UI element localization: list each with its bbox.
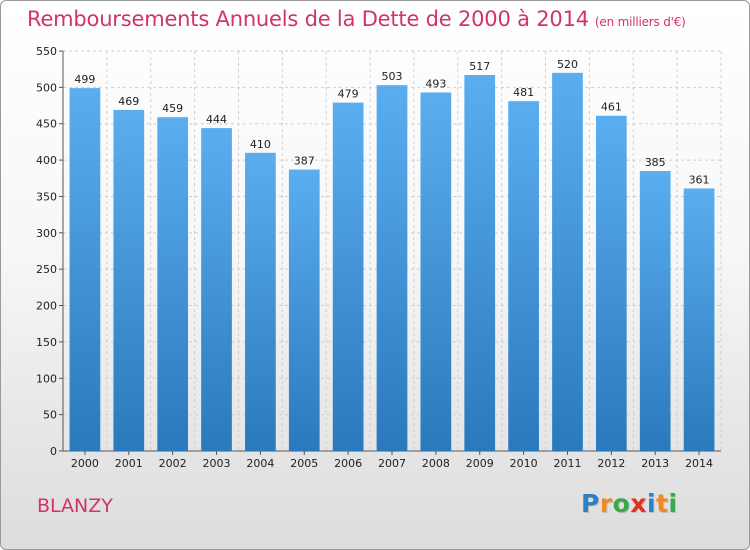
bar — [157, 117, 189, 451]
bar-value-label: 461 — [601, 101, 622, 114]
x-tick-label: 2004 — [246, 457, 274, 470]
city-name: BLANZY — [37, 495, 113, 517]
logo-letter: r — [599, 489, 613, 518]
x-tick-label: 2001 — [115, 457, 143, 470]
logo-letter: x — [630, 489, 647, 518]
y-tick-label: 150 — [36, 336, 57, 349]
bar — [332, 102, 364, 452]
value-labels: 499 469 459 444 410 387 479 503 493 517 481 520 461 3… — [74, 58, 709, 187]
bar-value-label: 444 — [206, 113, 227, 126]
bar — [113, 109, 145, 451]
bar — [245, 152, 276, 451]
x-tick-label: 2012 — [597, 457, 625, 470]
bar — [464, 75, 496, 451]
logo-letter: o — [612, 489, 631, 518]
chart-title: Remboursements Annuels de la Dette de 20… — [27, 7, 686, 31]
bar — [595, 115, 627, 452]
y-tick-label: 400 — [36, 154, 57, 167]
x-tick-label: 2014 — [685, 457, 713, 470]
bar — [420, 92, 452, 452]
bar — [508, 101, 539, 451]
x-tick-label: 2006 — [334, 457, 362, 470]
proxiti-logo: Proxiti — [581, 489, 678, 518]
x-tick-label: 2013 — [641, 457, 669, 470]
bar-value-label: 481 — [513, 86, 534, 99]
y-tick-label: 0 — [50, 445, 57, 458]
bar-value-label: 517 — [469, 60, 490, 73]
x-tick-label: 2007 — [378, 457, 406, 470]
bar — [552, 72, 583, 452]
bar-value-label: 503 — [382, 70, 403, 83]
chart-subtitle: (en milliers d'€) — [594, 15, 686, 29]
bar-value-label: 459 — [162, 102, 183, 115]
x-tick-label: 2003 — [203, 457, 231, 470]
y-tick-label: 200 — [36, 300, 57, 313]
x-tick-label: 2008 — [422, 457, 450, 470]
y-tick-label: 500 — [36, 81, 57, 94]
x-tick-label: 2009 — [466, 457, 494, 470]
y-tick-label: 300 — [36, 227, 57, 240]
bar — [639, 171, 671, 451]
bar — [288, 169, 320, 451]
bar-value-label: 479 — [338, 88, 359, 101]
logo-letter: P — [581, 489, 600, 518]
bar-value-label: 493 — [425, 77, 446, 90]
bars — [69, 72, 715, 452]
x-tick-label: 2011 — [553, 457, 581, 470]
logo-letter: i — [668, 489, 678, 518]
bar — [69, 88, 101, 451]
logo-letter: i — [647, 489, 657, 518]
x-tick-label: 2005 — [290, 457, 318, 470]
bar — [376, 85, 408, 451]
axes: 0 50 100 150 200 250 300 350 400 450 500 550 2000 200… — [36, 45, 721, 470]
x-tick-label: 2010 — [510, 457, 538, 470]
bar — [683, 188, 715, 452]
chart-title-text: Remboursements Annuels de la Dette de 20… — [27, 7, 589, 31]
bar-value-label: 499 — [74, 73, 95, 86]
y-tick-label: 550 — [36, 45, 57, 58]
y-tick-label: 350 — [36, 190, 57, 203]
y-tick-label: 50 — [43, 409, 57, 422]
y-tick-label: 250 — [36, 263, 57, 276]
logo-letter: t — [656, 489, 669, 518]
bar-value-label: 410 — [250, 138, 271, 151]
x-tick-label: 2000 — [71, 457, 99, 470]
bar-value-label: 361 — [689, 173, 710, 186]
bar-value-label: 520 — [557, 58, 578, 71]
bar-value-label: 387 — [294, 155, 315, 168]
y-tick-label: 450 — [36, 118, 57, 131]
bar-value-label: 385 — [645, 156, 666, 169]
bar — [201, 128, 232, 451]
x-tick-label: 2002 — [159, 457, 187, 470]
bar-value-label: 469 — [118, 95, 139, 108]
y-tick-label: 100 — [36, 372, 57, 385]
